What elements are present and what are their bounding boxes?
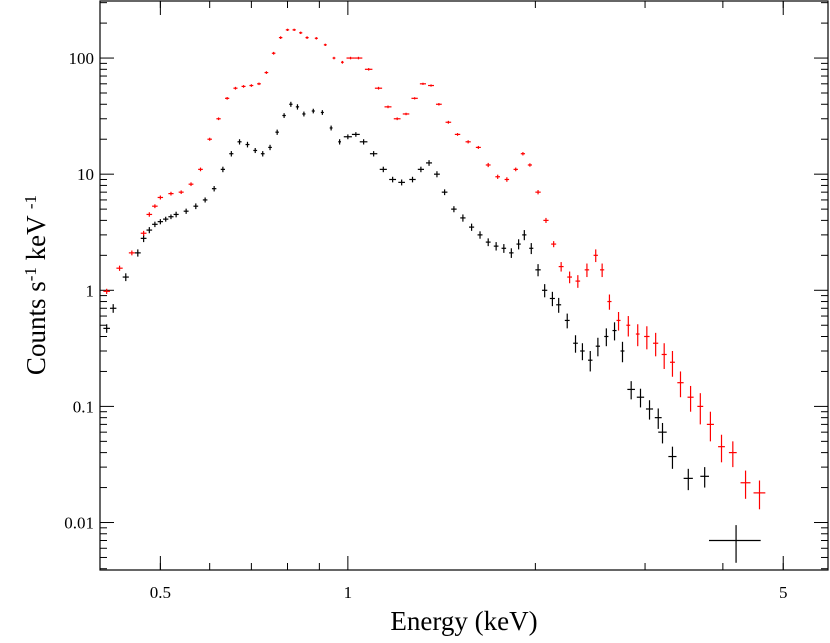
y-tick-label: 100: [69, 49, 95, 68]
y-axis-label-part: keV: [21, 209, 51, 267]
y-tick-label: 10: [77, 165, 94, 184]
y-axis-label: Counts s-1 keV -1: [21, 195, 52, 375]
y-axis-label-part: -1: [21, 267, 40, 281]
x-tick-label: 0.5: [150, 583, 171, 602]
y-tick-label: 0.1: [73, 397, 94, 416]
y-axis-label-part: -1: [21, 195, 40, 209]
x-tick-label: 5: [779, 583, 788, 602]
x-axis-label: Energy (keV): [390, 606, 537, 636]
y-axis-label-part: Counts s: [21, 281, 51, 375]
y-tick-label: 1: [86, 281, 95, 300]
plot-frame: [99, 0, 829, 571]
x-tick-label: 1: [344, 583, 353, 602]
y-tick-label: 0.01: [64, 514, 94, 533]
